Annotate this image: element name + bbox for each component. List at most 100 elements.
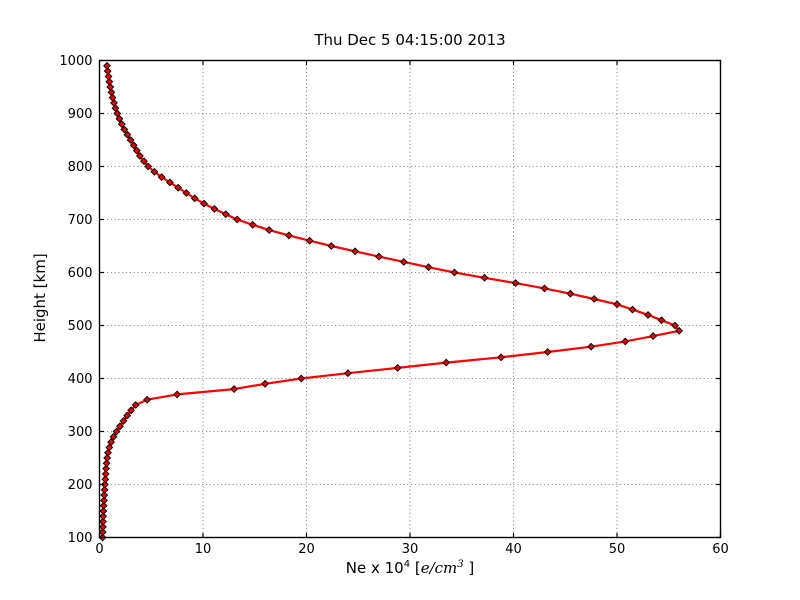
data-point-marker — [150, 167, 159, 176]
y-tick-label: 400 — [68, 372, 93, 387]
data-point-marker — [182, 189, 191, 197]
data-point-marker — [671, 321, 679, 330]
data-point-marker — [102, 464, 111, 473]
x-tick-label: 0 — [95, 542, 103, 557]
data-point-marker — [261, 379, 270, 388]
x-label-bracket-close: ] — [463, 559, 475, 577]
data-point-marker — [99, 507, 108, 515]
data-point-marker — [123, 130, 132, 139]
data-point-marker — [140, 157, 148, 166]
data-point-marker — [221, 210, 230, 219]
data-point-marker — [233, 215, 242, 224]
data-point-marker — [127, 406, 136, 415]
data-point-marker — [327, 242, 336, 250]
data-point-marker — [644, 310, 652, 319]
x-tick-label: 40 — [505, 542, 522, 557]
y-tick-label: 200 — [68, 478, 93, 493]
chart-title: Thu Dec 5 04:15:00 2013 — [314, 31, 506, 49]
data-point-marker — [351, 247, 360, 256]
data-point-marker — [98, 522, 107, 531]
data-point-marker — [480, 273, 489, 282]
data-point-marker — [265, 226, 274, 235]
data-point-marker — [174, 183, 183, 192]
data-point-marker — [450, 268, 459, 277]
data-point-marker — [100, 491, 109, 500]
data-point-marker — [132, 146, 141, 155]
data-point-marker — [497, 353, 506, 362]
data-point-marker — [112, 427, 121, 436]
data-point-marker — [248, 220, 257, 229]
data-point-marker — [102, 459, 111, 468]
data-point-marker — [107, 88, 116, 97]
data-point-marker — [590, 295, 599, 303]
data-point-marker — [543, 348, 552, 356]
data-point-marker — [101, 469, 110, 478]
data-point-marker — [566, 289, 575, 298]
data-point-marker — [393, 363, 402, 372]
data-point-marker — [424, 263, 433, 272]
data-point-marker — [374, 252, 383, 261]
data-point-marker — [101, 475, 110, 484]
x-axis-label: Ne x 104 [e/cm3 ] — [20, 559, 800, 577]
data-point-marker — [109, 432, 118, 441]
data-point-marker — [621, 337, 630, 346]
data-point-marker — [129, 141, 138, 150]
data-point-marker — [305, 236, 314, 245]
x-tick-label: 20 — [298, 542, 315, 557]
data-point-marker — [117, 120, 126, 129]
data-point-marker — [173, 390, 182, 399]
y-tick-label: 600 — [68, 266, 93, 281]
data-point-marker — [511, 279, 520, 288]
y-tick-label: 500 — [68, 319, 93, 334]
data-point-marker — [116, 422, 124, 431]
data-point-marker — [657, 316, 666, 325]
data-point-marker — [98, 528, 107, 537]
y-tick-label: 800 — [68, 160, 93, 175]
x-tick-label: 30 — [402, 542, 419, 557]
data-point-marker — [540, 284, 549, 293]
data-point-marker — [123, 411, 132, 420]
data-point-marker — [135, 151, 144, 160]
data-point-marker — [165, 178, 174, 187]
y-tick-label: 700 — [68, 213, 93, 228]
data-point-marker — [131, 401, 140, 409]
data-point-marker — [100, 496, 108, 505]
data-line — [101, 64, 681, 539]
x-label-text: Ne x 10 — [345, 559, 404, 577]
data-point-marker — [399, 257, 408, 266]
data-point-marker — [103, 61, 111, 70]
data-point-marker — [442, 358, 451, 367]
data-point-marker — [628, 305, 637, 314]
y-tick-label: 300 — [68, 425, 93, 440]
data-point-marker — [99, 517, 107, 526]
x-tick-label: 10 — [195, 542, 212, 557]
data-point-marker — [107, 438, 116, 447]
data-point-marker — [144, 162, 153, 171]
data-point-marker — [230, 385, 239, 394]
y-tick-label: 100 — [68, 531, 93, 546]
x-label-units-exponent: 3 — [457, 559, 464, 570]
data-point-marker — [649, 332, 658, 341]
data-point-marker — [100, 485, 109, 494]
data-point-marker — [115, 114, 124, 123]
x-label-exponent: 4 — [403, 559, 411, 570]
data-point-marker — [284, 231, 293, 240]
data-point-marker — [675, 326, 684, 335]
data-point-marker — [143, 395, 152, 404]
data-point-marker — [200, 199, 208, 208]
data-point-marker — [99, 512, 108, 521]
data-point-marker — [103, 454, 112, 462]
data-point-marker — [343, 369, 352, 378]
axes-spines — [98, 59, 722, 539]
data-point-marker — [613, 300, 621, 309]
data-point-marker — [119, 416, 128, 425]
x-label-units: e/cm — [420, 559, 458, 577]
y-tick-label: 900 — [68, 107, 93, 122]
x-tick-label: 50 — [609, 542, 626, 557]
data-point-marker — [126, 136, 135, 144]
data-point-marker — [104, 448, 112, 457]
data-point-marker — [190, 194, 199, 203]
data-point-marker — [587, 342, 596, 351]
data-point-marker — [157, 173, 166, 182]
